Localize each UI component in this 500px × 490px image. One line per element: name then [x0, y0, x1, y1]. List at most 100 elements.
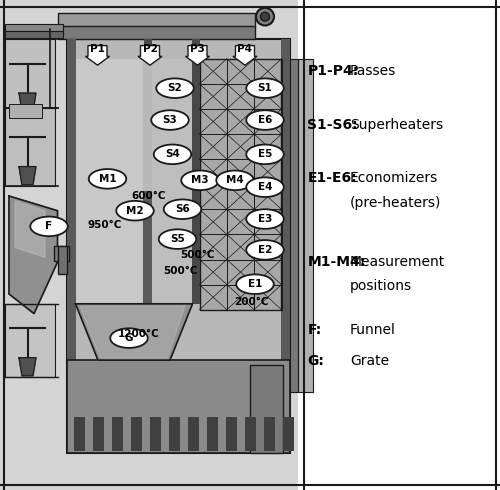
Bar: [144, 39, 152, 59]
Text: S5: S5: [170, 234, 185, 244]
Polygon shape: [9, 196, 58, 314]
Text: positions: positions: [350, 279, 412, 294]
Ellipse shape: [246, 209, 284, 229]
Ellipse shape: [246, 110, 284, 130]
Text: M3: M3: [191, 175, 209, 185]
Text: P1: P1: [90, 45, 105, 54]
Text: S6: S6: [175, 204, 190, 214]
Circle shape: [260, 12, 270, 21]
Bar: [188, 416, 199, 451]
Text: 200°C: 200°C: [234, 297, 268, 307]
Text: F:: F:: [308, 323, 322, 338]
Bar: [226, 416, 237, 451]
Text: 950°C: 950°C: [88, 220, 122, 230]
Text: E1-E6:: E1-E6:: [308, 172, 357, 186]
Ellipse shape: [246, 78, 284, 98]
Ellipse shape: [116, 201, 154, 220]
Bar: [245, 416, 256, 451]
Bar: [58, 26, 255, 39]
Bar: [131, 416, 142, 451]
Bar: [283, 416, 294, 451]
Text: 600°C: 600°C: [132, 191, 166, 200]
Bar: [298, 59, 312, 392]
Bar: [58, 246, 66, 274]
Ellipse shape: [156, 78, 194, 98]
Polygon shape: [15, 201, 45, 257]
Bar: [143, 191, 152, 304]
FancyArrow shape: [233, 46, 257, 65]
Ellipse shape: [159, 229, 196, 249]
Text: S3: S3: [162, 115, 178, 125]
Bar: [58, 13, 255, 27]
Polygon shape: [19, 93, 36, 111]
Bar: [281, 39, 290, 453]
FancyArrow shape: [186, 46, 210, 65]
Bar: [5, 31, 62, 38]
Bar: [0, 0, 298, 490]
Text: G: G: [125, 333, 133, 343]
Ellipse shape: [164, 199, 201, 219]
Bar: [66, 39, 290, 453]
Text: E5: E5: [258, 149, 272, 159]
Text: P4: P4: [238, 45, 252, 54]
Ellipse shape: [154, 145, 191, 164]
Bar: [112, 416, 123, 451]
Bar: [207, 416, 218, 451]
Text: E3: E3: [258, 214, 272, 224]
Bar: [200, 59, 281, 310]
Bar: [250, 365, 282, 453]
Text: M4: M4: [226, 175, 244, 185]
Ellipse shape: [246, 177, 284, 197]
Text: 500°C: 500°C: [164, 266, 198, 276]
Text: Superheaters: Superheaters: [350, 118, 443, 132]
Text: G:: G:: [308, 354, 324, 368]
Text: Funnel: Funnel: [350, 323, 396, 338]
Bar: [5, 304, 55, 377]
Bar: [93, 416, 104, 451]
Bar: [9, 104, 42, 118]
Bar: [66, 360, 290, 453]
Bar: [290, 59, 298, 392]
Text: Measurement: Measurement: [350, 255, 446, 269]
Text: P2: P2: [142, 45, 158, 54]
FancyArrow shape: [86, 46, 110, 65]
Bar: [192, 59, 200, 304]
Text: 1200°C: 1200°C: [118, 329, 159, 339]
Text: E2: E2: [258, 245, 272, 255]
Bar: [5, 39, 55, 108]
Bar: [5, 24, 62, 31]
Bar: [152, 59, 192, 304]
Text: S1: S1: [258, 83, 272, 93]
Text: Grate: Grate: [350, 354, 389, 368]
Text: S4: S4: [165, 149, 180, 159]
Text: Passes: Passes: [350, 64, 396, 78]
Text: M1: M1: [98, 174, 116, 184]
Ellipse shape: [89, 169, 126, 189]
Ellipse shape: [110, 328, 148, 348]
Polygon shape: [80, 306, 185, 358]
Bar: [76, 59, 143, 304]
Polygon shape: [76, 304, 192, 360]
Text: S2: S2: [168, 83, 182, 93]
Bar: [74, 416, 85, 451]
Ellipse shape: [151, 110, 189, 130]
Bar: [5, 108, 55, 186]
Text: S1-S6:: S1-S6:: [308, 118, 358, 132]
Bar: [54, 246, 69, 261]
Circle shape: [256, 8, 274, 25]
Bar: [169, 416, 180, 451]
Ellipse shape: [236, 274, 274, 294]
Text: M1-M4:: M1-M4:: [308, 255, 366, 269]
Ellipse shape: [216, 171, 254, 190]
Text: Economizers: Economizers: [350, 172, 438, 186]
Text: M2: M2: [126, 206, 144, 216]
Bar: [192, 39, 200, 59]
Text: (pre-heaters): (pre-heaters): [350, 196, 442, 210]
Text: P3: P3: [190, 45, 205, 54]
Ellipse shape: [30, 217, 68, 236]
Text: E6: E6: [258, 115, 272, 125]
Text: E4: E4: [258, 182, 272, 192]
Ellipse shape: [246, 240, 284, 260]
Bar: [66, 39, 76, 453]
Ellipse shape: [246, 145, 284, 164]
